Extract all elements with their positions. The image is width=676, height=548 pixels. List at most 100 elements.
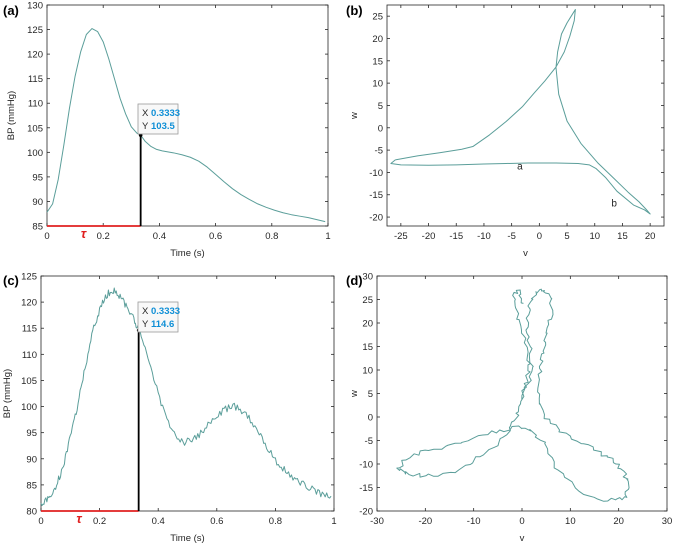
y-tick-label-b-7: 15 [372, 56, 383, 67]
y-tick-label-c-9: 125 [21, 272, 37, 283]
datatip-x-value-a: 0.3333 [151, 108, 180, 119]
y-tick-label-a-5: 110 [28, 99, 43, 110]
y-axis-label-d: w [349, 390, 360, 398]
y-tick-label-b-5: 5 [378, 101, 383, 112]
y-tick-label-d-6: 10 [362, 366, 373, 377]
y-tick-label-a-2: 95 [32, 172, 43, 183]
x-tick-label-b-0: -25 [394, 231, 408, 242]
x-tick-label-d-3: 0 [519, 516, 524, 527]
y-tick-label-d-1: -15 [359, 483, 373, 494]
axes-box-a [46, 4, 329, 227]
datatip-box-a [137, 103, 179, 135]
y-tick-label-b-3: -5 [375, 146, 383, 157]
y-tick-label-b-1: -15 [369, 190, 383, 201]
y-tick-label-a-7: 120 [27, 50, 43, 61]
x-tick-label-c-0: 0 [38, 516, 43, 527]
y-tick-label-c-7: 115 [22, 324, 37, 335]
datatip-x-value-c: 0.3333 [151, 306, 180, 317]
x-tick-label-b-3: -10 [477, 231, 491, 242]
x-tick-label-d-6: 30 [662, 516, 673, 527]
x-tick-label-a-1: 0.2 [97, 231, 110, 242]
y-tick-label-c-8: 120 [21, 298, 37, 309]
x-tick-label-a-2: 0.4 [153, 231, 166, 242]
x-tick-label-b-7: 10 [589, 231, 600, 242]
y-tick-label-b-0: -20 [369, 213, 383, 224]
axes-box-c [40, 275, 335, 512]
x-axis-label-d: v [520, 533, 525, 544]
y-tick-label-c-1: 85 [26, 480, 37, 491]
y-tick-label-b-4: 0 [378, 123, 383, 134]
axes-box-d [376, 275, 668, 512]
x-tick-label-a-5: 1 [325, 231, 330, 242]
y-tick-label-c-0: 80 [26, 507, 37, 518]
y-tick-label-d-10: 30 [362, 272, 373, 283]
x-tick-label-b-4: -5 [507, 231, 515, 242]
chart-c: 0 0.2 0.4 0.6 0.8 1 80 85 90 95 100 105 110 115 120 125… [2, 272, 337, 545]
chart-a: 0 0.2 0.4 0.6 0.8 1 85 90 95 100 105 110 115 120 125 13… [6, 1, 331, 260]
axes-box-b [386, 4, 665, 227]
tau-label-a: τ [81, 226, 87, 241]
tau-label-c: τ [76, 511, 82, 526]
panel-label-a: (a) [3, 3, 19, 18]
datatip-y-label-c: Y [142, 319, 149, 330]
x-tick-label-c-1: 0.2 [93, 516, 106, 527]
datatip-x-label-a: X [142, 108, 149, 119]
y-tick-label-a-8: 125 [27, 25, 43, 36]
y-tick-label-a-6: 115 [28, 74, 43, 85]
x-tick-label-d-4: 10 [565, 516, 576, 527]
x-tick-label-c-5: 1 [331, 516, 336, 527]
y-tick-label-c-3: 95 [26, 428, 37, 439]
x-tick-label-b-1: -20 [422, 231, 436, 242]
x-tick-label-d-2: -10 [467, 516, 481, 527]
series-line-b-0 [390, 8, 651, 215]
chart-d: -30 -20 -10 0 10 20 30-20-15-10-5051015202530v… [349, 272, 672, 545]
panel-label-c: (c) [3, 273, 19, 288]
x-tick-label-b-8: 15 [617, 231, 628, 242]
series-line-d-0 [396, 288, 630, 502]
panel-label-d: (d) [346, 273, 363, 288]
y-tick-label-a-4: 105 [27, 123, 43, 134]
x-axis-label-c: Time (s) [170, 533, 204, 544]
x-tick-label-d-0: -30 [370, 516, 384, 527]
x-tick-label-d-1: -20 [418, 516, 432, 527]
y-tick-label-b-9: 25 [372, 12, 383, 23]
x-axis-label-a: Time (s) [170, 248, 204, 259]
y-axis-label-a: BP (mmHg) [6, 91, 17, 140]
series-line-c-0 [40, 287, 332, 507]
y-tick-label-a-9: 130 [27, 1, 43, 12]
y-tick-label-a-3: 100 [27, 148, 43, 159]
annotation-b-0: a [517, 161, 523, 172]
x-axis-label-b: v [523, 248, 528, 259]
datatip-y-value-c: 114.6 [151, 319, 174, 330]
x-tick-label-b-9: 20 [645, 231, 656, 242]
y-tick-label-d-2: -10 [359, 460, 373, 471]
x-tick-label-c-4: 0.8 [269, 516, 282, 527]
y-tick-label-c-5: 105 [21, 376, 37, 387]
x-tick-label-a-3: 0.6 [209, 231, 222, 242]
x-tick-label-d-5: 20 [613, 516, 624, 527]
annotation-b-1: b [611, 198, 617, 209]
datatip-box-c [137, 301, 179, 333]
y-tick-label-d-0: -20 [359, 507, 373, 518]
y-tick-label-d-9: 25 [362, 295, 373, 306]
chart-b: -25 -20 -15 -10 -5 0 5 10 15 20 -20 -15 -10 -5 0 5 10 15 2… [349, 4, 665, 259]
y-tick-label-c-4: 100 [21, 402, 37, 413]
y-tick-label-d-5: 5 [368, 389, 373, 400]
datatip-y-value-a: 103.5 [151, 121, 175, 132]
y-tick-label-a-1: 90 [32, 197, 43, 208]
y-axis-label-b: w [349, 112, 360, 120]
y-tick-label-b-6: 10 [372, 79, 383, 90]
y-tick-label-c-6: 110 [22, 350, 37, 361]
y-tick-label-d-8: 20 [362, 319, 373, 330]
x-tick-label-c-3: 0.6 [210, 516, 223, 527]
panel-label-b: (b) [346, 3, 363, 18]
y-tick-label-b-2: -10 [369, 168, 383, 179]
datatip-y-label-a: Y [142, 121, 149, 132]
y-tick-label-c-2: 90 [26, 454, 37, 465]
x-tick-label-b-2: -15 [449, 231, 463, 242]
x-tick-label-b-5: 0 [537, 231, 542, 242]
x-tick-label-a-4: 0.8 [265, 231, 278, 242]
series-line-a-0 [46, 28, 326, 223]
x-tick-label-a-0: 0 [44, 231, 49, 242]
